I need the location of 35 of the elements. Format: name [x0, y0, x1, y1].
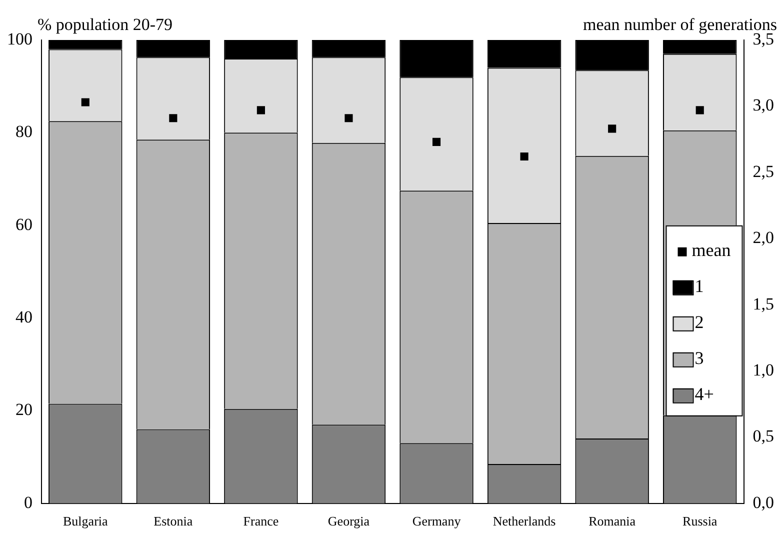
y-tick-label: 20: [16, 400, 32, 420]
point: [81, 98, 90, 106]
y2-tick-label: 1,5: [752, 294, 774, 314]
y-tick-label: 80: [16, 122, 32, 142]
legend-label: mean: [692, 240, 731, 260]
y-tick-label: 0: [24, 492, 32, 512]
y2-tick-label: 0,0: [752, 492, 774, 512]
point: [256, 106, 265, 114]
point: [169, 114, 178, 122]
x-tick-label: Georgia: [328, 514, 370, 529]
y-tick-label: 40: [16, 308, 32, 327]
legend-label: 1: [694, 276, 704, 296]
point: [432, 138, 441, 146]
x-tick-label: Germany: [412, 514, 462, 529]
legend-label: 2: [694, 312, 704, 332]
y2-tick-label: 1,0: [752, 360, 774, 380]
y-tick-label: 60: [16, 214, 32, 234]
y2-tick-label: 2,0: [752, 228, 774, 248]
y-tick-label: 100: [7, 29, 32, 48]
point: [520, 152, 528, 161]
x-tick-label: Estonia: [154, 514, 193, 529]
y2-tick-label: 3,0: [752, 96, 774, 115]
y-axis-title: % population 20-79: [38, 14, 173, 34]
x-tick-label: Romania: [588, 514, 636, 529]
y2-tick-label: 2,5: [752, 162, 774, 181]
x-tick-label: France: [243, 514, 279, 529]
point: [344, 114, 353, 122]
x-tick-label: Netherlands: [492, 514, 556, 529]
point: [608, 124, 616, 133]
point: [696, 106, 704, 114]
x-tick-label: Russia: [682, 514, 718, 529]
legend-label: 3: [694, 348, 704, 368]
legend-label: 4+: [694, 384, 714, 404]
x-tick-label: Bulgaria: [63, 514, 108, 529]
y2-tick-label: 0,5: [752, 426, 774, 446]
